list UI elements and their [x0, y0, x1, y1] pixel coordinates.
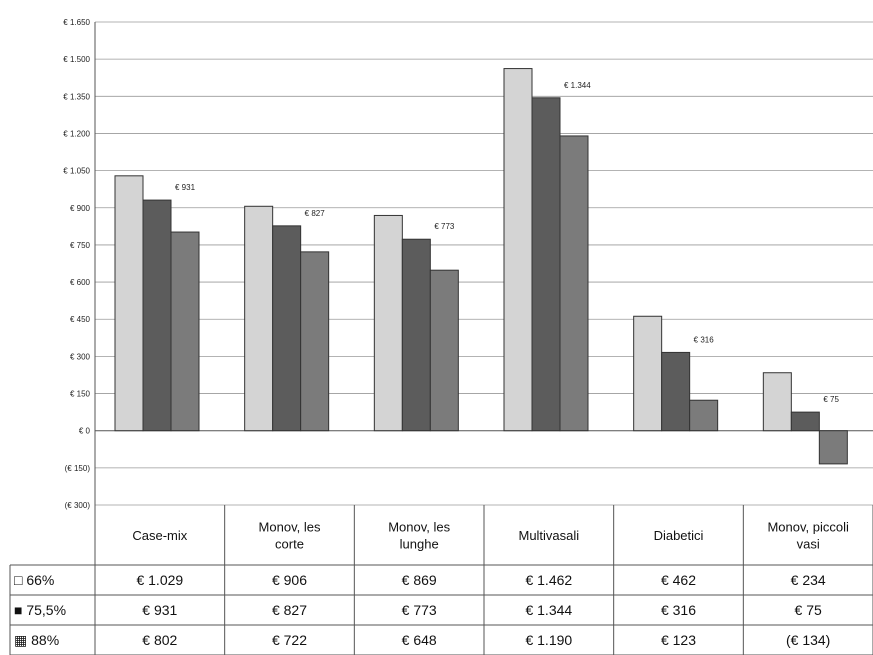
table-cell: € 722 — [272, 632, 307, 648]
table-cell: € 773 — [402, 602, 437, 618]
bar-66-4 — [633, 315, 663, 432]
legend-entry: ■ 75,5% — [14, 602, 66, 618]
data-label: € 1.344 — [564, 81, 591, 90]
data-label: € 931 — [175, 183, 196, 192]
table-cell: € 1.190 — [525, 632, 572, 648]
table-cell: (€ 134) — [786, 632, 830, 648]
y-tick-label: € 1.500 — [63, 55, 90, 64]
y-tick-label: € 0 — [79, 427, 91, 436]
category-label: Case-mix — [132, 528, 187, 543]
y-tick-label: € 150 — [70, 390, 91, 399]
bar-88-4 — [689, 399, 719, 432]
y-tick-label: € 600 — [70, 278, 91, 287]
table-cell: € 648 — [402, 632, 437, 648]
data-label: € 773 — [434, 222, 455, 231]
category-label: Monov, les — [388, 520, 450, 535]
bar-755-3 — [531, 97, 561, 432]
y-tick-label: € 1.200 — [63, 129, 90, 138]
legend-entry: □ 66% — [14, 572, 54, 588]
y-tick-label: € 1.350 — [63, 92, 90, 101]
bar-66-1 — [244, 205, 274, 432]
y-tick-label: (€ 150) — [65, 464, 91, 473]
bars — [114, 68, 848, 465]
bar-755-5 — [790, 411, 820, 432]
y-tick-label: € 300 — [70, 352, 91, 361]
y-tick-label: € 1.650 — [63, 18, 90, 27]
y-tick-label: € 750 — [70, 241, 91, 250]
y-tick-label: € 1.050 — [63, 167, 90, 176]
bar-66-3 — [503, 68, 533, 432]
category-label: vasi — [797, 537, 820, 552]
table-cell: € 906 — [272, 572, 307, 588]
bar-88-5 — [818, 430, 848, 465]
category-label: lunghe — [400, 537, 439, 552]
y-tick-label: € 900 — [70, 204, 91, 213]
bar-88-1 — [300, 251, 330, 432]
bar-755-4 — [661, 351, 691, 432]
table-cell: € 802 — [142, 632, 177, 648]
bar-755-1 — [272, 225, 302, 432]
y-axis: € 1.650 € 1.500 € 1.350 € 1.200 € 1.050 € 900… — [63, 18, 96, 655]
category-label: Diabetici — [654, 528, 704, 543]
table-cell: € 234 — [791, 572, 826, 588]
bar-66-5 — [762, 372, 792, 432]
data-label: € 827 — [305, 209, 326, 218]
bar-88-0 — [170, 231, 200, 432]
data-table: Case-mix Monov, les corte Monov, les lunghe M… — [9, 505, 873, 655]
legend-entry: ▦ 88% — [14, 632, 59, 648]
data-labels: € 931 € 827 € 773 € 1.344 € 316 € 75 — [175, 81, 839, 404]
table-cell: € 827 — [272, 602, 307, 618]
data-label: € 75 — [823, 395, 839, 404]
category-label: Monov, piccoli — [767, 520, 849, 535]
bar-88-3 — [559, 135, 589, 432]
table-cell: € 931 — [142, 602, 177, 618]
y-tick-label: € 450 — [70, 315, 91, 324]
gridlines — [95, 21, 873, 506]
y-tick-label: (€ 300) — [65, 501, 91, 510]
data-label: € 316 — [694, 335, 715, 344]
category-label: Multivasali — [518, 528, 579, 543]
table-cell: € 316 — [661, 602, 696, 618]
category-label: Monov, les — [259, 520, 321, 535]
bar-66-2 — [373, 214, 403, 432]
table-cell: € 1.462 — [525, 572, 572, 588]
category-label: corte — [275, 537, 304, 552]
bar-66-0 — [114, 175, 144, 432]
table-cell: € 75 — [795, 602, 822, 618]
bar-88-2 — [429, 269, 459, 432]
table-cell: € 1.029 — [136, 572, 183, 588]
bar-755-0 — [142, 199, 172, 432]
table-cell: € 1.344 — [525, 602, 572, 618]
table-cell: € 462 — [661, 572, 696, 588]
table-cell: € 869 — [402, 572, 437, 588]
table-cell: € 123 — [661, 632, 696, 648]
bar-755-2 — [401, 238, 431, 432]
